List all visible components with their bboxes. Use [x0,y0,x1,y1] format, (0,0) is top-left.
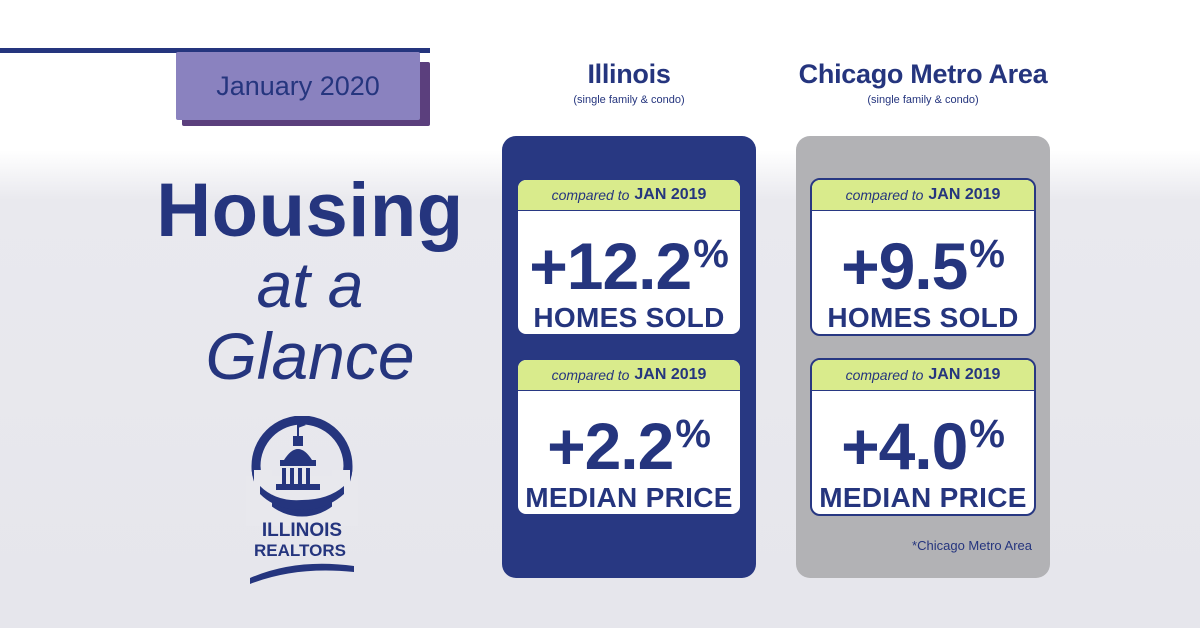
chicago-subtitle: (single family & condo) [867,94,979,106]
compare-prefix: compared to [551,187,630,203]
comparison-band: compared to JAN 2019 [812,360,1034,391]
stat-number: +9.5 [841,229,968,303]
compare-period: JAN 2019 [928,186,1001,203]
illinois-realtors-logo: ILLINOIS REALTORS [246,416,358,584]
stat-number: +4.0 [841,409,968,483]
logo-text-line-2: REALTORS [254,541,346,560]
percent-sign: % [969,232,1005,276]
stat-number: +2.2 [547,409,674,483]
compare-prefix: compared to [845,367,924,383]
title-line-2: at a [256,249,364,321]
compare-prefix: compared to [551,367,630,383]
date-tab: January 2020 [176,52,420,120]
comparison-band: compared to JAN 2019 [518,360,740,391]
title-line-1: Housing [156,168,464,253]
stat-value: +12.2% [518,219,740,301]
footnote: *Chicago Metro Area [912,538,1032,553]
chicago-median-price-card: compared to JAN 2019 +4.0% MEDIAN PRICE [810,358,1036,516]
header-rule [0,48,430,53]
date-label: January 2020 [216,70,380,101]
stat-value: +9.5% [812,219,1034,301]
chicago-panel: compared to JAN 2019 +9.5% HOMES SOLD co… [796,136,1050,578]
chicago-homes-sold-card: compared to JAN 2019 +9.5% HOMES SOLD [810,178,1036,336]
stat-number: +12.2 [529,229,692,303]
stat-metric: HOMES SOLD [533,302,725,333]
illinois-homes-sold-card: compared to JAN 2019 +12.2% HOMES SOLD [516,178,742,336]
illinois-median-price-card: compared to JAN 2019 +2.2% MEDIAN PRICE [516,358,742,516]
compare-period: JAN 2019 [634,366,707,383]
stat-value: +2.2% [518,399,740,481]
compare-period: JAN 2019 [928,366,1001,383]
stat-metric: HOMES SOLD [827,302,1019,333]
illinois-heading: Illinois (single family & condo) [479,58,779,110]
illinois-panel: compared to JAN 2019 +12.2% HOMES SOLD c… [502,136,756,578]
stat-value: +4.0% [812,399,1034,481]
logo-text-line-1: ILLINOIS [262,520,342,541]
percent-sign: % [969,412,1005,456]
chicago-title: Chicago Metro Area [798,59,1048,89]
illinois-title: Illinois [587,59,671,89]
comparison-band: compared to JAN 2019 [812,180,1034,211]
page-title: Housing at a Glance [130,168,490,393]
comparison-band: compared to JAN 2019 [518,180,740,211]
stat-metric: MEDIAN PRICE [525,482,733,513]
title-line-3: Glance [205,319,415,393]
illinois-subtitle: (single family & condo) [573,94,685,106]
compare-period: JAN 2019 [634,186,707,203]
stat-metric: MEDIAN PRICE [819,482,1027,513]
percent-sign: % [675,412,711,456]
compare-prefix: compared to [845,187,924,203]
percent-sign: % [693,232,729,276]
chicago-heading: Chicago Metro Area (single family & cond… [773,58,1073,110]
